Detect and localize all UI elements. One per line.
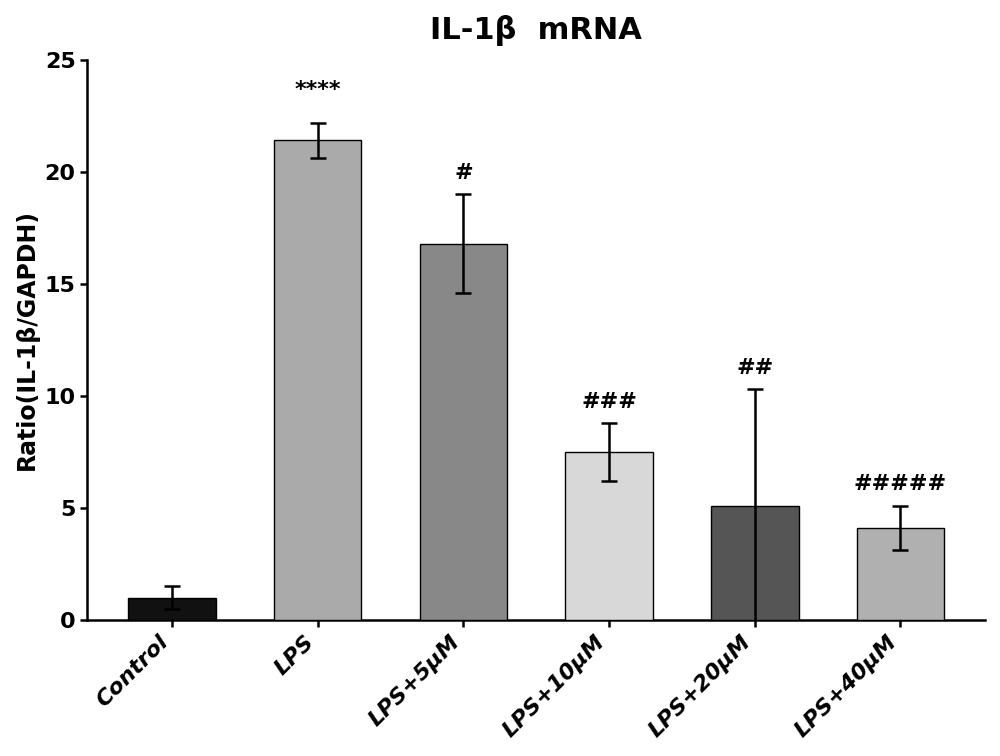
Bar bbox=[420, 243, 507, 620]
Text: #: # bbox=[454, 163, 473, 183]
Y-axis label: Ratio(IL-1β/GAPDH): Ratio(IL-1β/GAPDH) bbox=[15, 209, 39, 470]
Bar bbox=[274, 141, 361, 620]
Title: IL-1β  mRNA: IL-1β mRNA bbox=[430, 15, 642, 46]
Bar bbox=[857, 528, 944, 620]
Text: ###: ### bbox=[581, 392, 637, 411]
Text: ##: ## bbox=[736, 358, 773, 378]
Bar bbox=[128, 597, 216, 620]
Text: #####: ##### bbox=[854, 475, 947, 494]
Bar bbox=[711, 506, 799, 620]
Text: ****: **** bbox=[294, 80, 341, 100]
Bar bbox=[565, 452, 653, 620]
